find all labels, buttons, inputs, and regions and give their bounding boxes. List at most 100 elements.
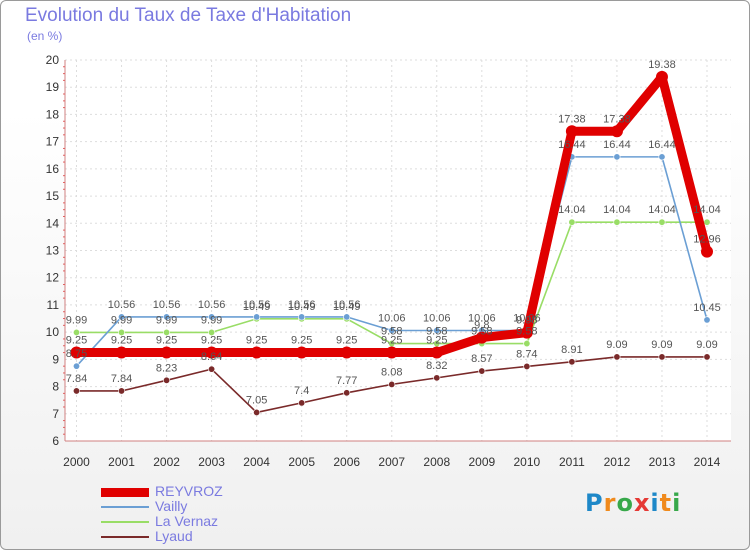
data-label: 12.96 bbox=[693, 234, 721, 246]
data-label: 10.56 bbox=[333, 299, 361, 311]
data-point bbox=[613, 218, 621, 226]
data-point bbox=[115, 346, 128, 359]
data-point bbox=[565, 125, 578, 138]
x-tick-label: 2002 bbox=[153, 455, 180, 469]
data-point bbox=[73, 362, 81, 370]
x-tick-label: 2004 bbox=[243, 455, 270, 469]
legend-label: REYVROZ bbox=[155, 483, 223, 499]
series-lyaud bbox=[73, 353, 711, 416]
data-point bbox=[340, 346, 353, 359]
y-tick-label: 9 bbox=[52, 352, 59, 366]
data-point bbox=[430, 346, 443, 359]
data-label: 10.56 bbox=[108, 299, 136, 311]
data-label: 8.32 bbox=[426, 360, 447, 372]
data-point bbox=[523, 362, 531, 370]
data-label: 7.4 bbox=[294, 385, 309, 397]
data-label: 19.38 bbox=[648, 59, 676, 71]
data-label: 10.06 bbox=[513, 313, 541, 325]
data-label: 9.25 bbox=[246, 335, 267, 347]
data-point bbox=[253, 313, 261, 321]
data-label: 7.05 bbox=[246, 394, 267, 406]
data-label: 9.25 bbox=[426, 335, 447, 347]
x-tick-label: 2013 bbox=[649, 455, 676, 469]
data-label: 9.99 bbox=[66, 314, 87, 326]
y-tick-label: 6 bbox=[52, 434, 59, 448]
y-tick-label: 11 bbox=[47, 298, 60, 312]
y-tick-label: 14 bbox=[46, 216, 60, 230]
data-point bbox=[295, 346, 308, 359]
data-label: 9.25 bbox=[156, 335, 177, 347]
data-label: 14.04 bbox=[693, 204, 721, 216]
data-label: 8.75 bbox=[66, 348, 87, 360]
legend-swatch bbox=[101, 536, 149, 538]
data-point bbox=[298, 399, 306, 407]
x-tick-label: 2011 bbox=[559, 455, 585, 469]
x-tick-label: 2005 bbox=[288, 455, 315, 469]
x-tick-label: 2014 bbox=[694, 455, 721, 469]
data-point bbox=[208, 365, 216, 373]
data-label: 9.25 bbox=[111, 335, 132, 347]
data-label: 10.06 bbox=[378, 313, 406, 325]
data-point bbox=[385, 346, 398, 359]
data-point bbox=[250, 346, 263, 359]
data-label: 16.44 bbox=[558, 139, 586, 151]
logo-letter: r bbox=[603, 489, 617, 517]
data-label: 10.06 bbox=[423, 313, 451, 325]
legend-swatch bbox=[101, 521, 149, 523]
y-tick-label: 18 bbox=[46, 107, 60, 121]
chart-title: Evolution du Taux de Taxe d'Habitation bbox=[25, 5, 352, 26]
data-point bbox=[73, 328, 81, 336]
data-label: 9.98 bbox=[516, 315, 537, 327]
data-point bbox=[163, 328, 171, 336]
data-point bbox=[520, 326, 533, 339]
series-la-vernaz bbox=[73, 218, 711, 348]
y-tick-label: 10 bbox=[46, 325, 60, 339]
x-tick-label: 2012 bbox=[604, 455, 631, 469]
data-point bbox=[475, 331, 488, 344]
logo-letter: o bbox=[616, 489, 634, 517]
data-point bbox=[208, 313, 216, 321]
data-point bbox=[343, 389, 351, 397]
data-point bbox=[118, 313, 126, 321]
legend-label: Lyaud bbox=[155, 528, 193, 544]
y-tick-label: 13 bbox=[46, 244, 60, 258]
data-label: 16.44 bbox=[603, 139, 631, 151]
data-label: 9.58 bbox=[426, 326, 447, 338]
data-label: 8.91 bbox=[561, 344, 582, 356]
data-point bbox=[703, 218, 711, 226]
logo-letter: i bbox=[672, 489, 682, 517]
data-label: 7.84 bbox=[111, 373, 132, 385]
data-label: 8.23 bbox=[156, 362, 177, 374]
data-label: 9.25 bbox=[381, 335, 402, 347]
data-point bbox=[701, 245, 713, 258]
data-label: 9.25 bbox=[66, 335, 87, 347]
y-tick-label: 16 bbox=[46, 162, 60, 176]
data-label: 8.08 bbox=[381, 366, 402, 378]
legend-label: La Vernaz bbox=[155, 513, 219, 529]
data-label: 9.58 bbox=[516, 326, 537, 338]
y-axis-unit-label: (en %) bbox=[27, 29, 63, 43]
data-point bbox=[523, 340, 531, 348]
data-label: 17.38 bbox=[558, 113, 586, 125]
data-point bbox=[298, 313, 306, 321]
x-tick-label: 2010 bbox=[514, 455, 541, 469]
data-point bbox=[613, 353, 621, 361]
data-point bbox=[160, 346, 173, 359]
data-label: 10.56 bbox=[198, 299, 226, 311]
data-point bbox=[163, 313, 171, 321]
data-point bbox=[388, 380, 396, 388]
data-label: 17.38 bbox=[603, 113, 631, 125]
data-label: 9.09 bbox=[696, 339, 717, 351]
data-label: 8.64 bbox=[201, 351, 222, 363]
data-label: 9.09 bbox=[606, 339, 627, 351]
data-point bbox=[205, 346, 218, 359]
data-label: 9.09 bbox=[651, 339, 672, 351]
grid bbox=[65, 59, 731, 442]
logo-letter: P bbox=[585, 489, 604, 517]
data-label: 14.04 bbox=[558, 204, 586, 216]
data-point bbox=[118, 328, 126, 336]
data-point bbox=[658, 153, 666, 161]
data-point bbox=[70, 346, 83, 359]
logo-letter: i bbox=[650, 489, 660, 517]
